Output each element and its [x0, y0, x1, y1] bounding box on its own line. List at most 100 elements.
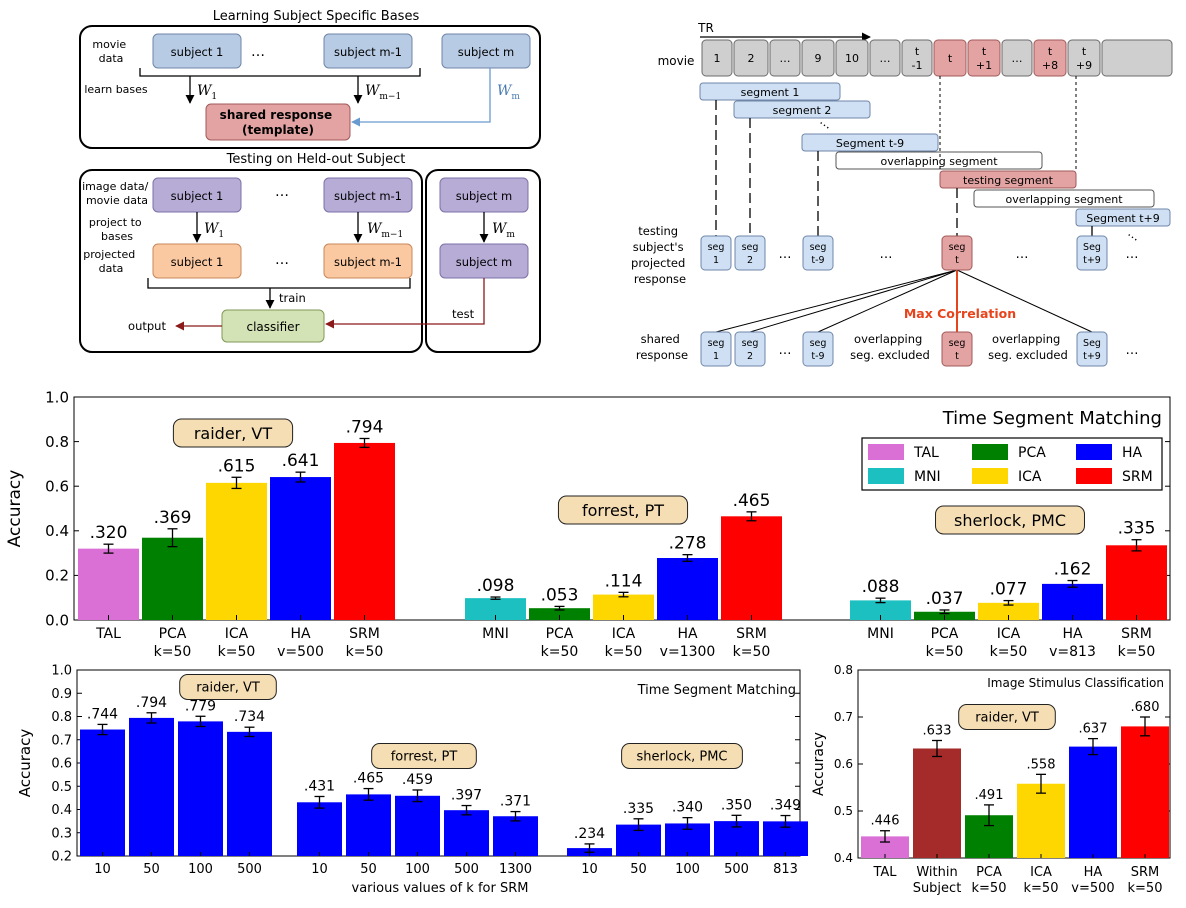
- shared-response-box: [205, 103, 351, 141]
- bar-series-group: .431 10 .465 50 .459 100 .397 500 .371 1300 forres…: [297, 743, 538, 877]
- x-tick-label: 500: [724, 862, 749, 877]
- x-tick-label: 50: [630, 862, 647, 877]
- bar-value-label: .234: [574, 826, 605, 842]
- x-tick-label: SRM k=50: [1118, 626, 1156, 660]
- timeline-cell-label: t +8: [1042, 45, 1058, 72]
- bar-group: .088: [850, 577, 911, 620]
- segment-bar-label: segment 2: [773, 104, 832, 117]
- bar-group: .680: [1121, 700, 1169, 858]
- bar: [346, 794, 391, 856]
- chart-title: Time Segment Matching: [637, 683, 796, 698]
- bar-value-label: .465: [733, 491, 771, 511]
- seg-box-label: Seg t+9: [1083, 242, 1101, 266]
- bar: [142, 537, 203, 620]
- bar-group: .465: [721, 491, 782, 620]
- bar: [206, 482, 267, 620]
- timeline-cell-label: …: [780, 52, 791, 65]
- x-tick-label: MNI: [482, 626, 509, 642]
- timeline-cell: 2: [733, 39, 769, 77]
- bar-group: .459: [395, 772, 440, 856]
- bar: [1106, 545, 1167, 620]
- timeline-cell-label: t: [948, 52, 953, 65]
- x-tick-label: 100: [405, 862, 430, 877]
- bar: [861, 836, 909, 858]
- bar-group: .098: [465, 576, 526, 620]
- timeline-cell: …: [869, 39, 901, 77]
- learn-subject-1-label: subject 1: [171, 45, 224, 59]
- y-tick-label: 0.3: [51, 826, 72, 841]
- bar-value-label: .779: [185, 698, 216, 714]
- legend-swatch: [868, 444, 904, 460]
- bar: [80, 729, 125, 856]
- x-axis-label: various values of k for SRM: [352, 881, 529, 896]
- bar: [270, 477, 331, 620]
- chart-k-values: 0.2 0.3 0.4 0.5 0.6 0.7 0.8 0.9 1.0 Accuracy Time …: [16, 664, 808, 896]
- wm-label: Wm: [497, 83, 520, 102]
- movie-timeline: 1 2 … 9 10 … t -1 t t +1 … t +8 t +9: [701, 39, 1173, 77]
- y-tick-label: 0.7: [51, 733, 72, 748]
- bar: [1069, 746, 1117, 858]
- dataset-tag-label: raider, VT: [196, 681, 260, 696]
- bar-group: .779: [178, 698, 223, 856]
- bar-value-label: .371: [500, 794, 531, 810]
- testing-subject-label: testing subject's projected response: [631, 224, 689, 286]
- chart-time-segment-matching: 0.0 0.2 0.4 0.6 0.8 1.0 Accuracy Time Segment M…: [5, 388, 1171, 660]
- bar-group: .491: [965, 788, 1013, 858]
- segment-2-bar: segment 2: [733, 100, 871, 119]
- segment-t9-bar: Segment t-9: [801, 133, 939, 152]
- legend-label: ICA: [1018, 469, 1042, 485]
- bar-group: .234: [567, 826, 612, 856]
- timeline-cell: 1: [701, 39, 733, 77]
- bar-value-label: .278: [669, 534, 707, 554]
- y-tick-label: 0.4: [51, 803, 72, 818]
- learn-subject-m1-box: [323, 33, 413, 69]
- bar-value-label: .114: [605, 571, 643, 591]
- movie-data-label: movie data: [92, 38, 129, 65]
- testing-segment-bar: testing segment: [939, 170, 1077, 189]
- test-subject-m1-label: subject m-1: [334, 189, 402, 203]
- x-tick-label: ICA k=50: [218, 626, 256, 660]
- x-tick-label: Within Subject: [913, 865, 962, 896]
- timeline-cell-label: …: [880, 52, 891, 65]
- learn-bases-label: learn bases: [84, 83, 148, 96]
- correspondence-lines: [715, 76, 1093, 333]
- timeline-cell: 9: [801, 39, 835, 77]
- left-diagram: Learning Subject Specific Bases movie da…: [79, 9, 541, 353]
- segment-rows: seg 1 seg 2 seg t-9 seg t Seg t+9 … … … … seg 1 seg 2 seg t…: [700, 235, 1139, 367]
- shared-seg-box: seg t-9: [802, 331, 834, 367]
- bar-group: .350: [714, 797, 759, 856]
- bar: [493, 816, 538, 856]
- x-tick-label: HA v=500: [1071, 865, 1114, 896]
- timeline-cell: t +9: [1067, 39, 1101, 77]
- seg-box-label: seg t-9: [810, 242, 827, 266]
- x-tick-label: 10: [94, 862, 111, 877]
- test-arrow: [325, 278, 485, 329]
- legend-label: TAL: [913, 445, 939, 461]
- bar-group: .369: [142, 508, 203, 620]
- bar-series-group: .088 MNI .037 PCA k=50 .077 ICA k=50 .162 HA v=813…: [850, 505, 1167, 660]
- dataset-tag: forrest, PT: [371, 743, 477, 769]
- legend-label: HA: [1122, 445, 1143, 461]
- legend-swatch: [1076, 444, 1112, 460]
- x-tick-label: SRM k=50: [346, 626, 384, 660]
- test-subject-m1-box: [323, 177, 413, 213]
- x-tick-label: TAL: [872, 865, 897, 880]
- bar-value-label: .320: [90, 523, 128, 543]
- y-tick-label: 0.0: [45, 611, 69, 629]
- legend-item: ICA: [972, 468, 1042, 485]
- legend-swatch: [1076, 468, 1112, 484]
- movie-label: movie: [658, 54, 695, 68]
- bar-value-label: .637: [1079, 722, 1108, 737]
- legend-item: HA: [1076, 444, 1143, 461]
- legend-label: PCA: [1018, 445, 1046, 461]
- bar-value-label: .349: [770, 798, 801, 814]
- x-tick-label: SRM k=50: [733, 626, 771, 660]
- bar-group: .053: [529, 585, 590, 620]
- x-tick-label: PCA k=50: [541, 626, 579, 660]
- timeline-cell: …: [1001, 39, 1033, 77]
- x-tick-label: 813: [773, 862, 798, 877]
- timeline-cell: t -1: [901, 39, 933, 77]
- y-tick-label: 0.9: [51, 687, 72, 702]
- shared-seg-box: seg 2: [734, 331, 766, 367]
